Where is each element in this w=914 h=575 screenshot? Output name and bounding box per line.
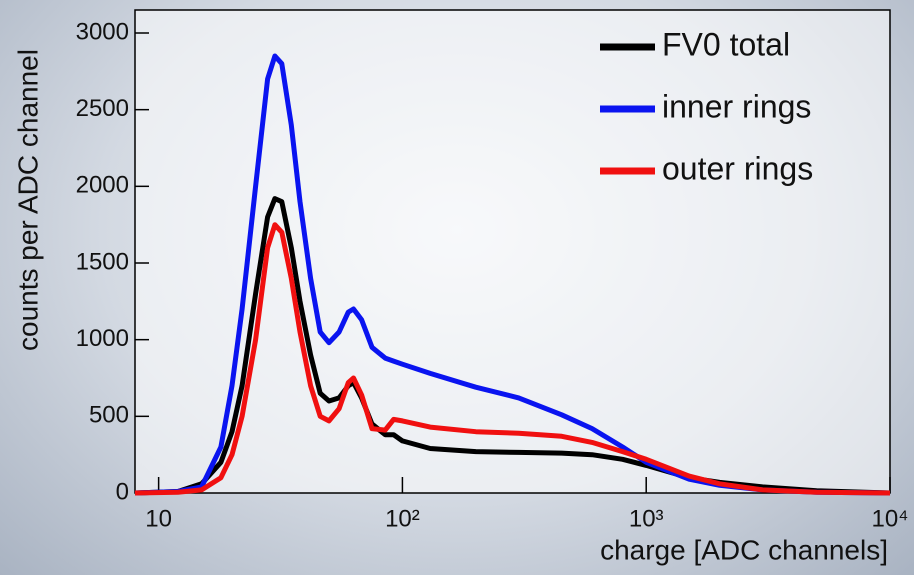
y-tick-label: 500 xyxy=(89,402,129,429)
x-tick-label: 10³ xyxy=(629,505,664,532)
y-tick-label: 2500 xyxy=(76,95,129,122)
y-tick-label: 0 xyxy=(116,478,129,505)
x-tick-label: 10⁴ xyxy=(871,505,908,532)
legend-label: outer rings xyxy=(662,150,813,186)
series-line xyxy=(134,222,891,496)
x-tick-label: 10² xyxy=(385,505,420,532)
y-axis-label: counts per ADC channel xyxy=(12,49,43,351)
x-axis-label: charge [ADC channels] xyxy=(600,534,888,565)
legend-label: FV0 total xyxy=(662,26,790,62)
y-tick-label: 1000 xyxy=(76,325,129,352)
y-tick-label: 2000 xyxy=(76,172,129,199)
y-tick-label: 3000 xyxy=(76,18,129,45)
legend-label: inner rings xyxy=(662,88,811,124)
x-tick-label: 10 xyxy=(145,505,172,532)
y-tick-label: 1500 xyxy=(76,248,129,275)
